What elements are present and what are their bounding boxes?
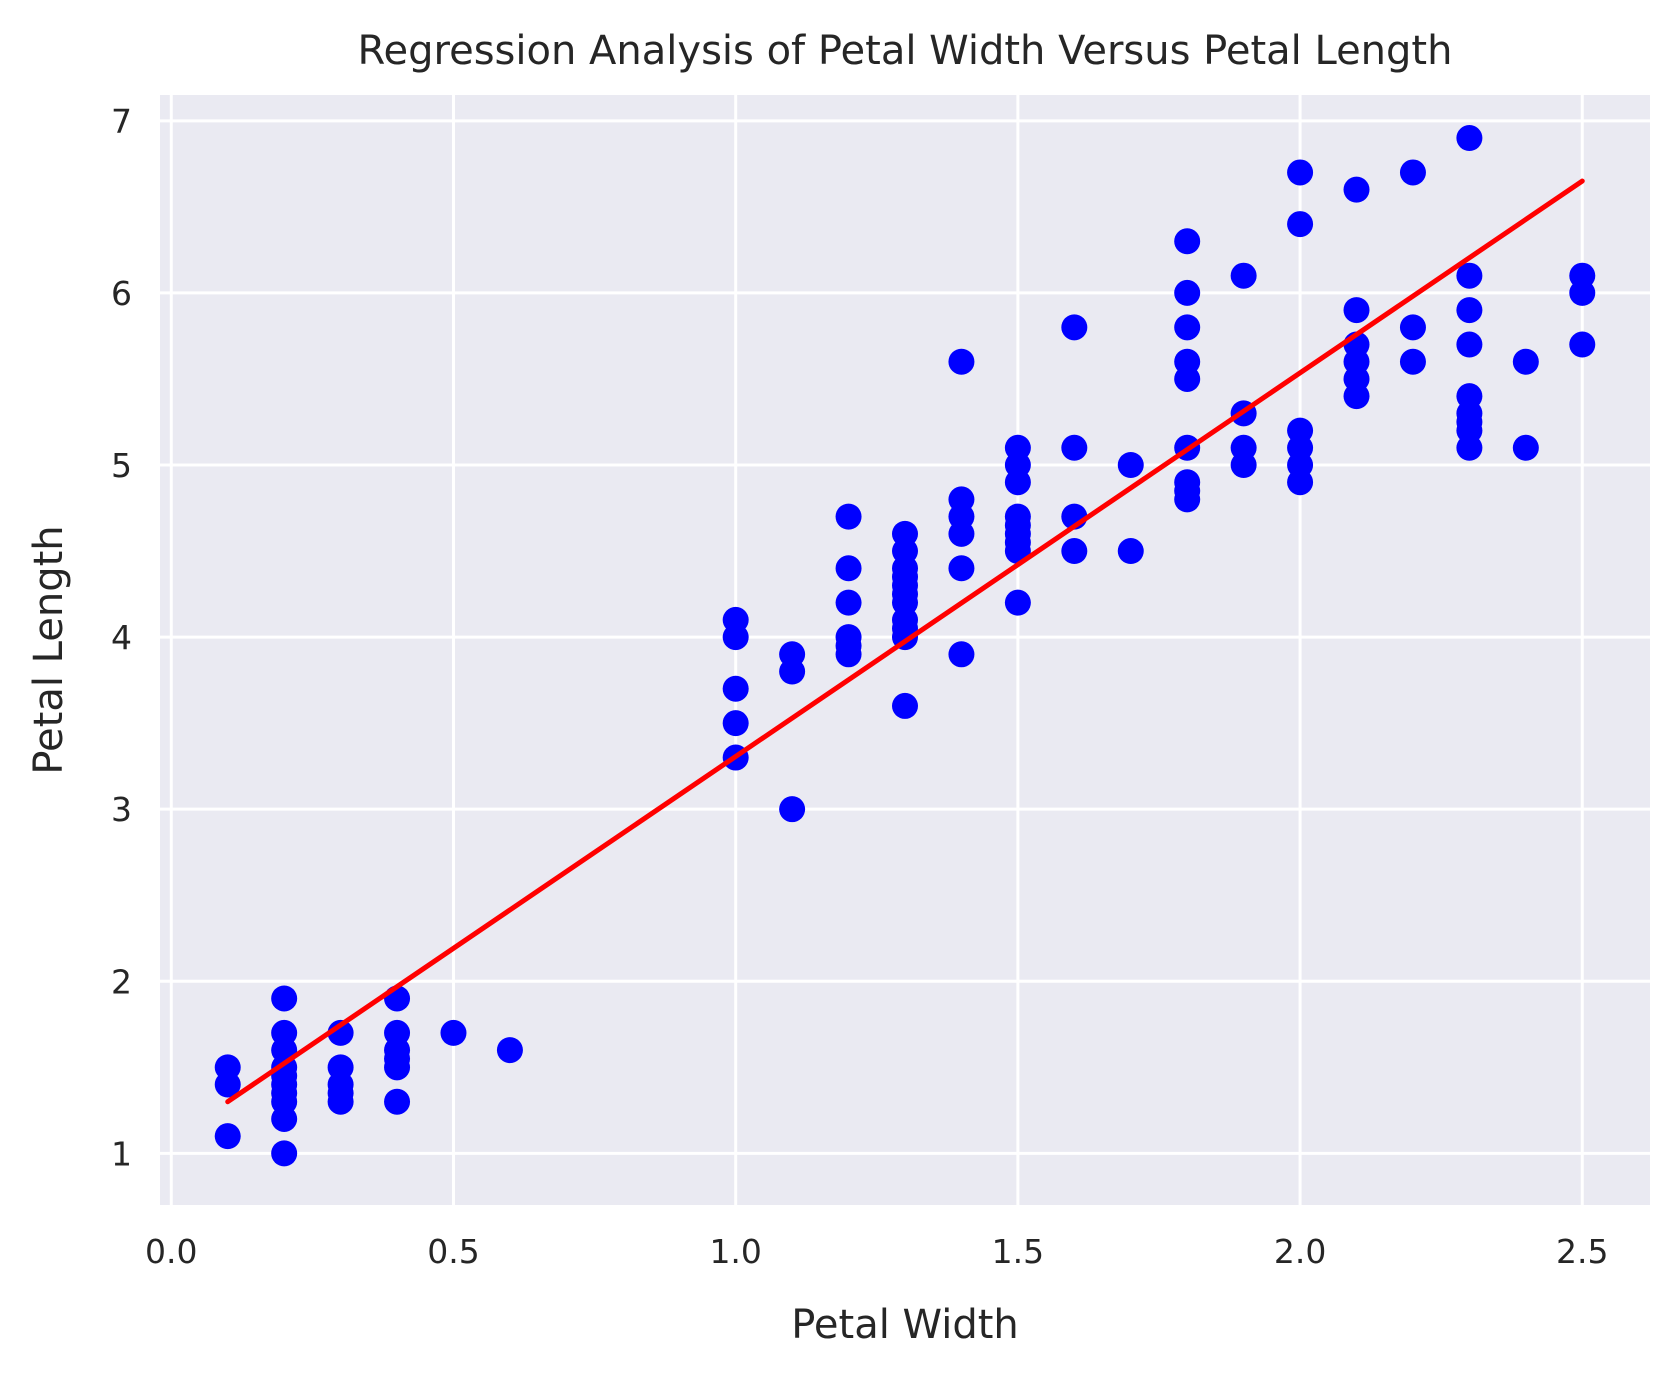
data-point (1456, 383, 1483, 410)
y-tick-label-5: 6 (111, 274, 132, 313)
data-point (948, 486, 975, 513)
data-point (1174, 348, 1201, 375)
data-point (892, 692, 918, 719)
y-axis-label: Petal Length (26, 525, 72, 774)
data-point (1287, 417, 1314, 444)
data-point (1456, 125, 1483, 152)
data-point (1399, 159, 1426, 186)
data-point (948, 348, 975, 375)
x-tick-label-5: 2.5 (1556, 1232, 1608, 1271)
x-tick-label-4: 2.0 (1274, 1232, 1326, 1271)
data-point (214, 1123, 241, 1150)
data-point (1287, 211, 1314, 238)
data-point (214, 1054, 241, 1081)
data-point (948, 641, 975, 668)
data-point (1456, 331, 1483, 358)
chart-title: Regression Analysis of Petal Width Versu… (358, 28, 1453, 74)
data-point (1061, 314, 1088, 341)
y-tick-labels: 1 2 3 4 5 6 7 (111, 102, 132, 1174)
data-point (384, 1088, 411, 1115)
data-point (1061, 434, 1088, 461)
y-tick-label-3: 4 (111, 618, 132, 657)
data-point (327, 1080, 354, 1107)
x-tick-label-3: 1.5 (992, 1232, 1044, 1271)
data-point (1399, 348, 1426, 375)
data-point (440, 1019, 467, 1046)
data-point (1174, 279, 1201, 306)
x-tick-label-2: 1.0 (709, 1232, 761, 1271)
data-point (835, 555, 862, 582)
data-point (1512, 348, 1539, 375)
data-point (1174, 228, 1201, 255)
data-point (1287, 159, 1314, 186)
y-tick-label-1: 2 (111, 962, 132, 1001)
data-point (892, 520, 918, 547)
data-point (1004, 589, 1031, 616)
data-point (327, 1019, 354, 1046)
x-tick-label-1: 0.5 (427, 1232, 479, 1271)
data-point (1230, 434, 1257, 461)
data-point (271, 985, 298, 1012)
data-point (1117, 452, 1144, 478)
data-point (1456, 297, 1483, 324)
data-point (1456, 408, 1483, 435)
data-point (384, 1045, 411, 1072)
data-point (496, 1037, 523, 1064)
y-tick-label-4: 5 (111, 446, 132, 485)
data-point (1569, 331, 1596, 358)
data-point (1004, 512, 1031, 539)
y-tick-label-0: 1 (111, 1134, 132, 1173)
data-point (1569, 262, 1596, 289)
data-point (779, 641, 806, 668)
data-point (384, 1019, 411, 1046)
data-point (1117, 538, 1144, 565)
regression-line-group (225, 178, 1585, 1105)
data-point (722, 606, 749, 633)
data-point (1230, 262, 1257, 289)
data-point (1004, 434, 1031, 461)
data-point (1343, 297, 1370, 324)
data-point (1512, 434, 1539, 461)
data-point (779, 796, 806, 823)
data-point (722, 710, 749, 737)
data-point (835, 589, 862, 616)
data-point (835, 632, 862, 659)
data-point (271, 1140, 298, 1167)
x-axis-label: Petal Width (791, 1302, 1019, 1348)
data-point (1343, 176, 1370, 203)
data-point (835, 503, 862, 530)
data-point (1061, 538, 1088, 565)
data-point (1174, 477, 1201, 504)
x-tick-labels: 0.0 0.5 1.0 1.5 2.0 2.5 (145, 1232, 1608, 1271)
data-point (948, 555, 975, 582)
x-tick-label-0: 0.0 (145, 1232, 197, 1271)
data-point (327, 1054, 354, 1081)
scatter-points (214, 125, 1596, 1167)
data-point (271, 1019, 298, 1046)
data-point (722, 675, 749, 702)
regression-line (225, 178, 1585, 1105)
data-point (1174, 314, 1201, 341)
data-point (1399, 314, 1426, 341)
data-point (892, 563, 918, 590)
data-point (1456, 262, 1483, 289)
y-tick-label-6: 7 (111, 102, 132, 141)
y-tick-label-2: 3 (111, 790, 132, 829)
